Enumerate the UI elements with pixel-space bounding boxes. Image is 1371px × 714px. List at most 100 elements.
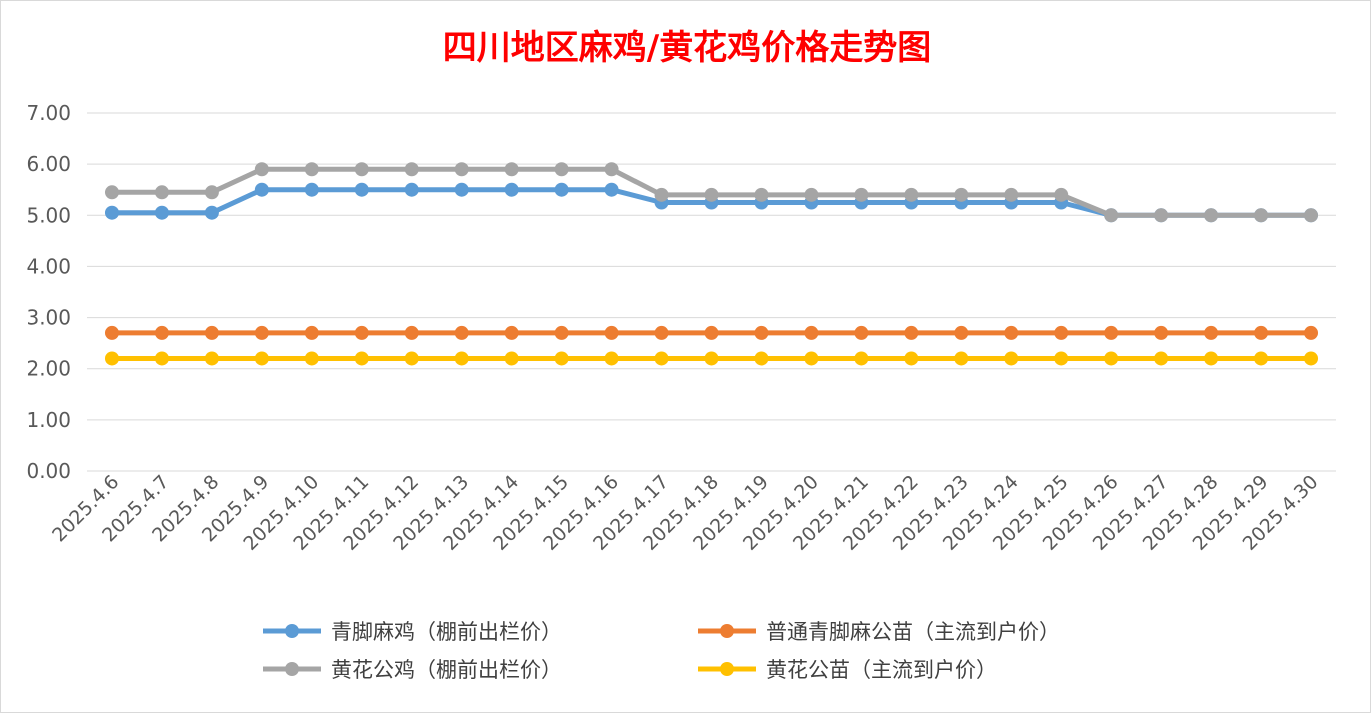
data-point xyxy=(154,351,169,366)
x-axis-ticks: 2025.4.62025.4.72025.4.82025.4.92025.4.1… xyxy=(48,471,1322,555)
data-point xyxy=(804,325,819,340)
data-point xyxy=(404,182,419,197)
data-point xyxy=(254,351,269,366)
data-point xyxy=(1004,325,1019,340)
data-point xyxy=(604,162,619,177)
data-point xyxy=(654,325,669,340)
data-point xyxy=(1254,208,1269,223)
data-point xyxy=(1254,325,1269,340)
data-point xyxy=(854,351,869,366)
data-point xyxy=(1154,208,1169,223)
data-point xyxy=(154,325,169,340)
data-point xyxy=(1204,208,1219,223)
series-3 xyxy=(104,351,1319,366)
data-point xyxy=(1054,351,1069,366)
data-point xyxy=(104,205,119,220)
data-point xyxy=(1204,351,1219,366)
data-point xyxy=(1104,208,1119,223)
data-point xyxy=(154,185,169,200)
data-point xyxy=(1304,325,1319,340)
data-point xyxy=(754,187,769,202)
legend-marker xyxy=(285,662,299,676)
data-point xyxy=(254,182,269,197)
data-point xyxy=(354,162,369,177)
series-1 xyxy=(104,325,1319,340)
data-point xyxy=(504,325,519,340)
data-point xyxy=(654,351,669,366)
data-point xyxy=(1104,325,1119,340)
data-point xyxy=(804,187,819,202)
legend-item: 青脚麻鸡（棚前出栏价） xyxy=(263,620,562,644)
data-point xyxy=(404,162,419,177)
data-point xyxy=(754,351,769,366)
data-point xyxy=(154,205,169,220)
data-point xyxy=(104,351,119,366)
y-tick-label: 7.00 xyxy=(26,101,71,125)
data-point xyxy=(1054,187,1069,202)
data-point xyxy=(1004,187,1019,202)
data-point xyxy=(304,162,319,177)
legend-marker xyxy=(720,624,734,638)
y-axis-ticks: 0.00 1.00 2.00 3.00 4.00 5.00 6.00 7.00 xyxy=(26,101,71,483)
data-point xyxy=(354,351,369,366)
data-point xyxy=(254,162,269,177)
data-point xyxy=(354,182,369,197)
data-point xyxy=(454,325,469,340)
data-point xyxy=(304,351,319,366)
legend-label: 黄花公鸡（棚前出栏价） xyxy=(331,658,562,682)
data-point xyxy=(704,187,719,202)
data-point xyxy=(804,351,819,366)
legend: 青脚麻鸡（棚前出栏价） 普通青脚麻公苗（主流到户价） 黄花公鸡（棚前出栏价） 黄花公苗… xyxy=(263,620,1060,682)
data-point xyxy=(904,187,919,202)
data-point xyxy=(554,351,569,366)
data-point xyxy=(1304,208,1319,223)
y-tick-label: 5.00 xyxy=(26,203,71,227)
data-point xyxy=(1304,351,1319,366)
data-point xyxy=(704,325,719,340)
data-point xyxy=(304,325,319,340)
data-point xyxy=(204,325,219,340)
data-point xyxy=(454,351,469,366)
data-point xyxy=(604,351,619,366)
series-lines xyxy=(104,162,1319,366)
chart-title: 四川地区麻鸡/黄花鸡价格走势图 xyxy=(443,28,931,68)
data-point xyxy=(1104,351,1119,366)
data-point xyxy=(854,325,869,340)
data-point xyxy=(954,351,969,366)
data-point xyxy=(404,351,419,366)
data-point xyxy=(604,182,619,197)
data-point xyxy=(504,162,519,177)
legend-marker xyxy=(720,662,734,676)
data-point xyxy=(904,325,919,340)
y-tick-label: 1.00 xyxy=(26,408,71,432)
y-tick-label: 6.00 xyxy=(26,152,71,176)
y-tick-label: 3.00 xyxy=(26,306,71,330)
data-point xyxy=(554,325,569,340)
data-point xyxy=(1254,351,1269,366)
data-point xyxy=(454,162,469,177)
series-2 xyxy=(104,162,1319,223)
legend-label: 黄花公苗（主流到户价） xyxy=(766,658,997,682)
data-point xyxy=(204,351,219,366)
data-point xyxy=(754,325,769,340)
data-point xyxy=(404,325,419,340)
legend-item: 黄花公苗（主流到户价） xyxy=(698,658,997,682)
data-point xyxy=(354,325,369,340)
data-point xyxy=(104,325,119,340)
data-point xyxy=(204,205,219,220)
legend-label: 青脚麻鸡（棚前出栏价） xyxy=(331,620,562,644)
data-point xyxy=(654,187,669,202)
data-point xyxy=(554,162,569,177)
data-point xyxy=(554,182,569,197)
data-point xyxy=(954,187,969,202)
y-tick-label: 0.00 xyxy=(26,459,71,483)
data-point xyxy=(954,325,969,340)
data-point xyxy=(1154,325,1169,340)
data-point xyxy=(504,182,519,197)
data-point xyxy=(204,185,219,200)
legend-marker xyxy=(285,624,299,638)
data-point xyxy=(904,351,919,366)
legend-item: 黄花公鸡（棚前出栏价） xyxy=(263,658,562,682)
